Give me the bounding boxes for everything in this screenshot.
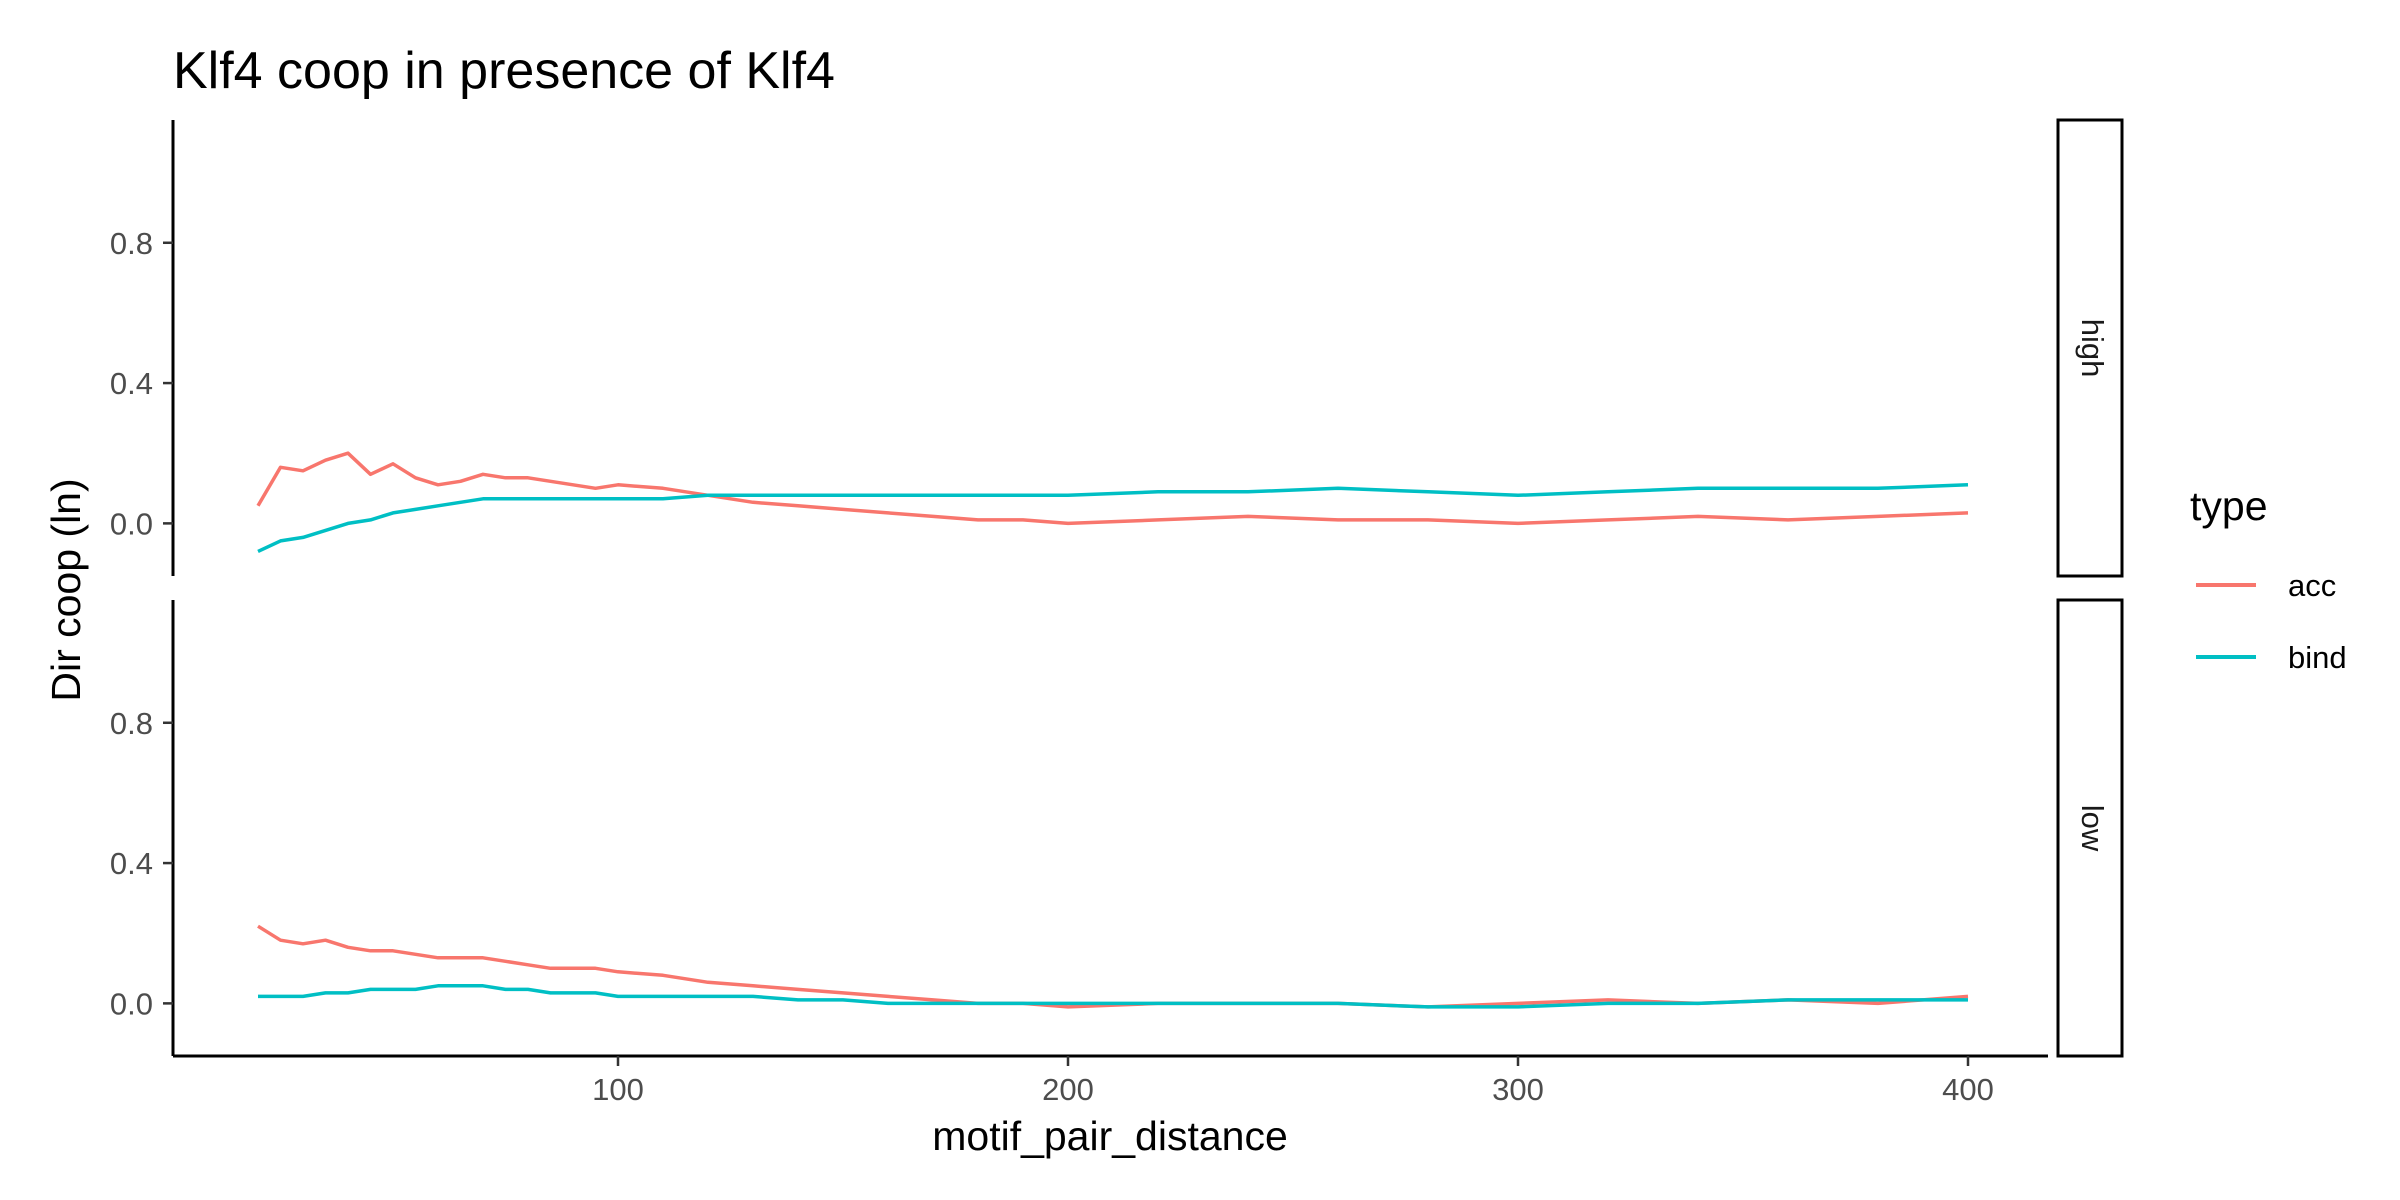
y-tick-label: 0.0 bbox=[110, 506, 153, 541]
facet-panel-low: 0.0 0.4 0.8 low bbox=[110, 598, 2124, 1058]
chart-title: Klf4 coop in presence of Klf4 bbox=[173, 42, 835, 100]
facet-label: high bbox=[2075, 319, 2110, 378]
legend-items: acc bind bbox=[2196, 568, 2347, 675]
y-tick-label: 0.4 bbox=[110, 846, 153, 881]
facet-strip-high bbox=[2056, 118, 2124, 578]
legend-label-acc: acc bbox=[2288, 568, 2336, 603]
y-tick-label: 0.8 bbox=[110, 706, 153, 741]
legend: type acc bind bbox=[2190, 483, 2347, 675]
series-line-acc-low bbox=[257, 924, 1969, 1009]
x-tick-label: 200 bbox=[1042, 1072, 1094, 1107]
x-tick-label: 300 bbox=[1492, 1072, 1544, 1107]
legend-label-bind: bind bbox=[2288, 640, 2347, 675]
y-tick-label: 0.4 bbox=[110, 366, 153, 401]
facet-label: low bbox=[2075, 805, 2110, 852]
series-line-bind-low bbox=[258, 984, 1968, 1009]
y-tick-label: 0.0 bbox=[110, 986, 153, 1021]
legend-title: type bbox=[2190, 483, 2268, 529]
x-tick-label: 100 bbox=[592, 1072, 644, 1107]
x-axis: 100 200 300 400 bbox=[173, 1054, 2048, 1107]
y-axis-title: Dir coop (ln) bbox=[43, 478, 89, 701]
x-axis-title: motif_pair_distance bbox=[932, 1113, 1288, 1159]
facet-panels: 0.0 0.4 0.8 high 0.0 0.4 0.8 low bbox=[110, 118, 2124, 1058]
series-line-bind-high bbox=[257, 483, 1969, 553]
x-tick-label: 400 bbox=[1942, 1072, 1994, 1107]
facet-panel-high: 0.0 0.4 0.8 high bbox=[110, 118, 2124, 578]
facet-strip-low bbox=[2056, 598, 2124, 1058]
y-tick-label: 0.8 bbox=[110, 226, 153, 261]
